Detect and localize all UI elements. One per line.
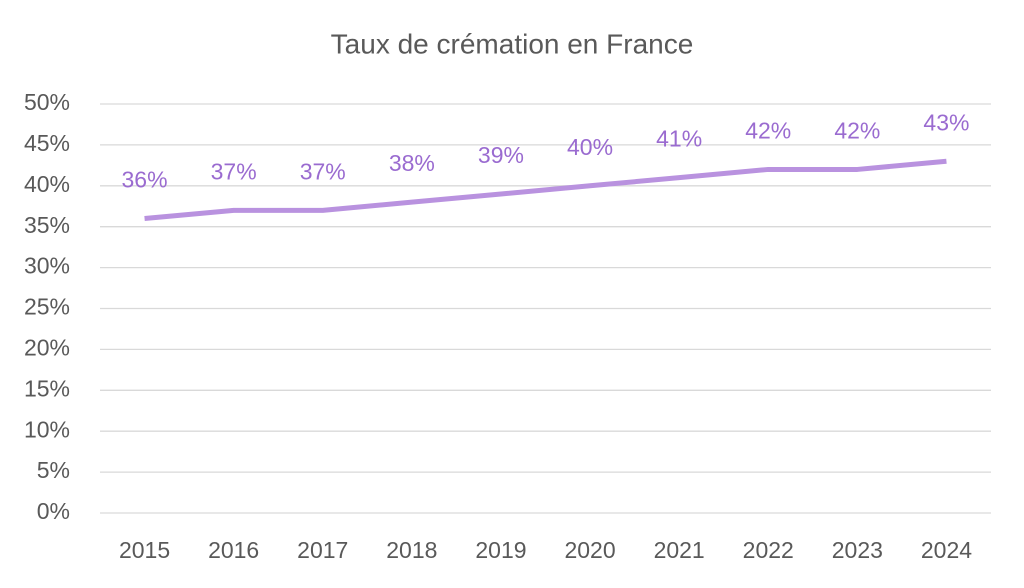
x-tick-label: 2016 [208, 537, 259, 563]
data-line [144, 158, 947, 222]
chart-title: Taux de crémation en France [331, 28, 694, 59]
data-label: 39% [478, 142, 524, 168]
y-tick-label: 35% [24, 212, 70, 238]
data-label: 41% [656, 126, 702, 152]
data-label: 43% [923, 109, 969, 135]
x-tick-label: 2019 [475, 537, 526, 563]
x-tick-label: 2015 [119, 537, 170, 563]
data-label: 40% [567, 134, 613, 160]
y-tick-label: 40% [24, 171, 70, 197]
x-tick-label: 2024 [921, 537, 972, 563]
y-tick-label: 15% [24, 375, 70, 401]
y-tick-label: 30% [24, 253, 70, 279]
x-tick-label: 2022 [743, 537, 794, 563]
x-tick-label: 2020 [564, 537, 615, 563]
data-label: 42% [745, 118, 791, 144]
y-tick-label: 5% [37, 457, 70, 483]
data-label: 36% [122, 167, 168, 193]
data-label: 37% [211, 158, 257, 184]
y-tick-label: 50% [24, 89, 70, 115]
data-label: 38% [389, 150, 435, 176]
x-tick-label: 2017 [297, 537, 348, 563]
y-tick-label: 0% [37, 498, 70, 524]
y-tick-label: 10% [24, 416, 70, 442]
x-tick-label: 2018 [386, 537, 437, 563]
y-tick-label: 45% [24, 130, 70, 156]
x-tick-label: 2023 [832, 537, 883, 563]
data-label: 42% [834, 118, 880, 144]
x-tick-label: 2021 [654, 537, 705, 563]
y-tick-label: 20% [24, 334, 70, 360]
y-tick-label: 25% [24, 294, 70, 320]
data-label: 37% [300, 158, 346, 184]
